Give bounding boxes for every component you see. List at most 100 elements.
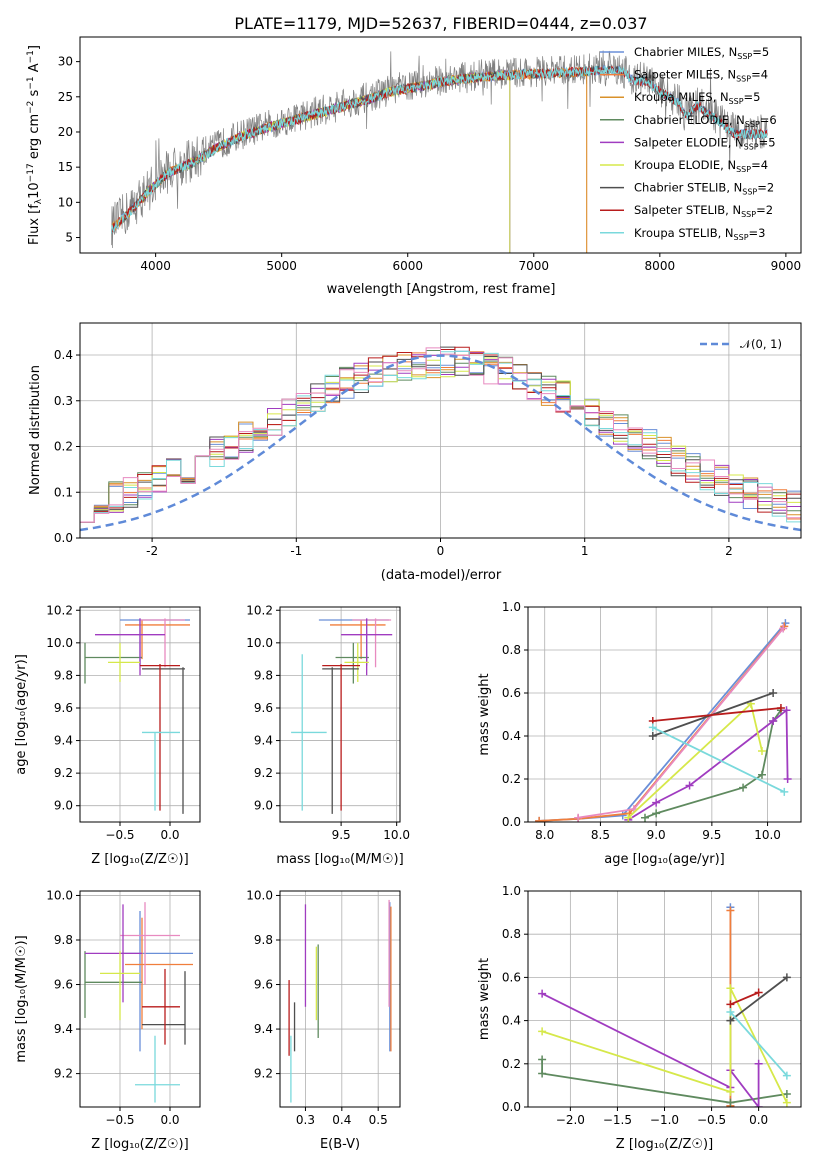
x-tick-label: −0.5 — [697, 1113, 726, 1127]
x-tick-label: 4000 — [140, 259, 171, 273]
axes-frame — [527, 890, 802, 1108]
age-vs-mass-panel: 9.5 10.0 9.0 9.2 9.4 9.6 9.8 10.0 10.2 mass [log₁… — [246, 603, 410, 867]
x-axis-label: Z [log₁₀(Z/Z☉)] — [91, 852, 188, 867]
axes-frame — [527, 606, 802, 823]
y-axis-label-part: λ — [34, 198, 44, 204]
y-tick-label: 1.0 — [502, 884, 521, 898]
y-tick-label: 0.0 — [502, 1100, 521, 1114]
spectrum-panel: 4000 5000 6000 7000 8000 9000 5 10 15 20 25 30 wavel… — [26, 36, 802, 297]
plot-area — [84, 618, 190, 814]
plot-area — [538, 903, 791, 1107]
y-axis-label: Flux [fλ10−17 erg cm−2 s−1 A−1] — [26, 45, 44, 245]
weight-marker — [538, 1055, 547, 1064]
normal-curve — [80, 354, 801, 532]
y-tick-label: 9.6 — [54, 978, 73, 992]
weight-marker — [535, 816, 544, 822]
plot-area — [80, 346, 801, 532]
y-tick-label: 9.2 — [254, 1067, 273, 1081]
x-tick-label: 0.0 — [160, 828, 179, 842]
weight-series-8 — [652, 726, 785, 793]
weight-marker — [538, 1069, 547, 1078]
x-tick-label: −0.5 — [105, 828, 134, 842]
x-tick-label: 8.0 — [535, 828, 554, 842]
legend-suffix: =4 — [751, 158, 768, 172]
y-tick-label: 25 — [58, 90, 73, 104]
legend-normal-label: 𝒩(0, 1) — [740, 337, 782, 351]
weight-marker — [754, 1059, 763, 1068]
plot-area — [291, 618, 393, 814]
legend-entry: Kroupa STELIB, NSSP=3 — [634, 226, 765, 242]
axes-frame — [79, 890, 201, 1108]
residuals-panel: -2 -1 0 1 2 0.0 0.1 0.2 0.3 0.4 𝒩(0, 1) (data-model… — [28, 322, 802, 583]
y-tick-label: 9.6 — [54, 701, 73, 715]
mass-vs-metallicity-panel: −0.5 0.0 9.2 9.4 9.6 9.8 10.0 Z [log₁₀(Z/Z☉)] ma… — [14, 888, 201, 1152]
x-axis-label: age [log₁₀(age/yr)] — [604, 852, 725, 867]
legend-suffix: =5 — [744, 90, 761, 104]
y-axis-label: age [log₁₀(age/yr)] — [14, 654, 29, 775]
x-tick-label: −1.0 — [650, 1113, 679, 1127]
weight-marker — [624, 813, 633, 822]
y-tick-label: 9.4 — [254, 1022, 273, 1036]
mass-vs-ebv-panel: 0.3 0.4 0.5 9.2 9.4 9.6 9.8 10.0 E(B-V) — [246, 888, 401, 1152]
legend-sub: SSP — [736, 165, 751, 174]
weight-marker — [754, 988, 763, 997]
x-axis-label: Z [log₁₀(Z/Z☉)] — [616, 1137, 713, 1152]
legend-sub: SSP — [744, 142, 759, 151]
y-tick-label: 9.2 — [54, 766, 73, 780]
y-tick-label: 20 — [58, 125, 73, 139]
y-tick-label: 1.0 — [502, 600, 521, 614]
x-axis-label: mass [log₁₀(M/M☉)] — [276, 852, 403, 867]
weight-series-4 — [627, 708, 789, 821]
weight-marker — [726, 906, 735, 915]
y-tick-label: 9.2 — [254, 766, 273, 780]
x-tick-label: 8.5 — [591, 828, 610, 842]
legend-sub: SSP — [745, 120, 760, 129]
weight-marker — [726, 984, 735, 993]
y-tick-label: 0.2 — [502, 1057, 521, 1071]
y-axis-label-part: −2 — [26, 101, 36, 114]
weight-marker — [769, 689, 778, 697]
x-tick-label: −0.5 — [105, 1113, 134, 1127]
x-tick-label: 0.3 — [296, 1113, 315, 1127]
y-tick-label: 9.0 — [54, 799, 73, 813]
axes-frame — [79, 322, 802, 539]
y-tick-label: 9.8 — [254, 668, 273, 682]
weight-marker — [782, 706, 791, 715]
legend-entry: Salpeter STELIB, NSSP=2 — [634, 203, 773, 219]
x-axis-label: wavelength [Angstrom, rest frame] — [327, 282, 556, 297]
legend-suffix: =5 — [759, 135, 776, 149]
x-tick-label: -1 — [290, 544, 302, 558]
x-tick-label: 9.0 — [647, 828, 666, 842]
legend-label: Kroupa MILES, N — [634, 90, 729, 104]
legend-suffix: =2 — [757, 181, 774, 195]
y-tick-label: 5 — [65, 231, 73, 245]
x-axis-label: E(B-V) — [320, 1137, 360, 1152]
y-axis-label-part: −1 — [26, 50, 36, 63]
legend-label: Chabrier STELIB, N — [634, 181, 742, 195]
figure-title: PLATE=1179, MJD=52637, FIBERID=0444, z=0… — [234, 14, 647, 33]
plot-area — [111, 50, 768, 253]
y-tick-label: 0.1 — [54, 485, 73, 499]
y-tick-label: 0.6 — [502, 970, 521, 984]
y-tick-label: 9.6 — [254, 701, 273, 715]
weight-marker — [726, 1087, 735, 1096]
y-tick-label: 9.4 — [54, 1022, 73, 1036]
plot-area — [288, 899, 392, 1103]
y-tick-label: 9.8 — [54, 668, 73, 682]
y-tick-label: 9.8 — [254, 933, 273, 947]
legend-sub: SSP — [741, 210, 756, 219]
x-tick-label: 5000 — [266, 259, 297, 273]
y-tick-label: 0.8 — [502, 927, 521, 941]
legend-label: Chabrier ELODIE, N — [634, 113, 745, 127]
axes-frame — [279, 606, 401, 823]
x-tick-label: 1 — [581, 544, 589, 558]
x-tick-label: −1.5 — [603, 1113, 632, 1127]
y-axis-label-part: 10 — [27, 182, 42, 199]
weight-marker — [652, 809, 661, 818]
y-tick-label: 10.0 — [246, 636, 273, 650]
weight-marker — [574, 813, 583, 822]
y-tick-label: 10.2 — [246, 603, 273, 617]
legend-label: Salpeter STELIB, N — [634, 203, 741, 217]
legend-sub: SSP — [736, 75, 751, 84]
x-tick-label: 8000 — [645, 259, 676, 273]
